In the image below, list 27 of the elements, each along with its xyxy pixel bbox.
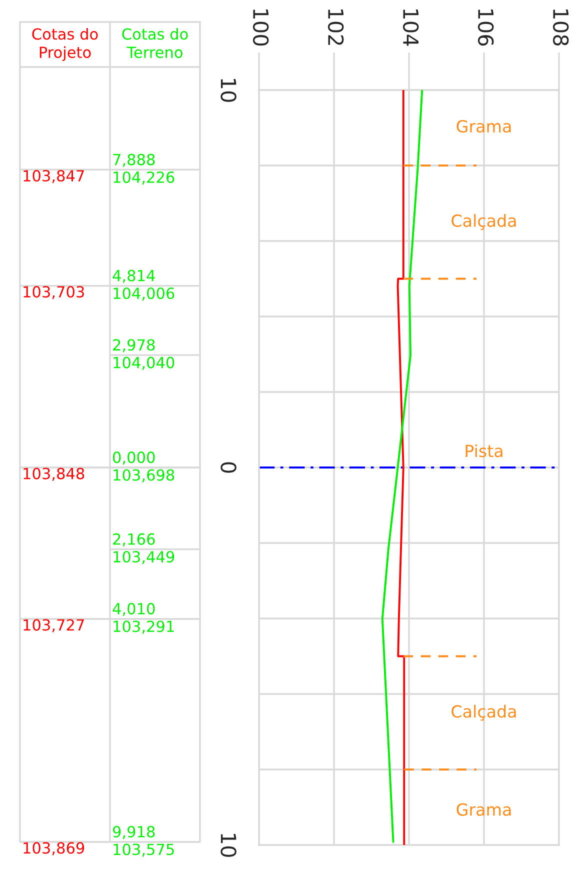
x-tick-label: 102 <box>328 9 344 45</box>
text: 103,869 <box>24 842 84 856</box>
text: 4,010 103,291 <box>112 602 174 634</box>
x-tick-label: 100 <box>252 9 269 46</box>
text: 7,888 104,226 <box>113 154 174 185</box>
annotation: Grama <box>456 803 511 816</box>
y-tick-label: 10 <box>220 79 236 102</box>
x-tick-label: 108 <box>552 9 569 46</box>
text: 103,703 <box>24 286 84 300</box>
text: 2,978 104,040 <box>113 339 174 370</box>
text: 4,814 104,006 <box>112 270 174 301</box>
text: 0,000 103,698 <box>113 452 174 482</box>
annotation: Pista <box>466 444 502 458</box>
text: 103,847 <box>24 170 84 184</box>
text: 103,727 <box>24 619 84 632</box>
x-tick-label: 106 <box>478 9 494 46</box>
text: 9,918 103,575 <box>112 826 174 857</box>
y-tick-label: 10 <box>220 834 236 857</box>
y-tick-label: 0 <box>220 462 236 473</box>
annotation: Calçada <box>452 214 516 230</box>
text: 2,166 103,449 <box>113 533 174 564</box>
annotation: Calçada <box>452 704 516 721</box>
x-tick-label: 104 <box>402 9 419 46</box>
text: Cotas do Projeto <box>32 28 98 62</box>
text: 103,848 <box>24 468 84 481</box>
text: Cotas do Terreno <box>122 28 188 58</box>
annotation: Grama <box>456 120 511 133</box>
